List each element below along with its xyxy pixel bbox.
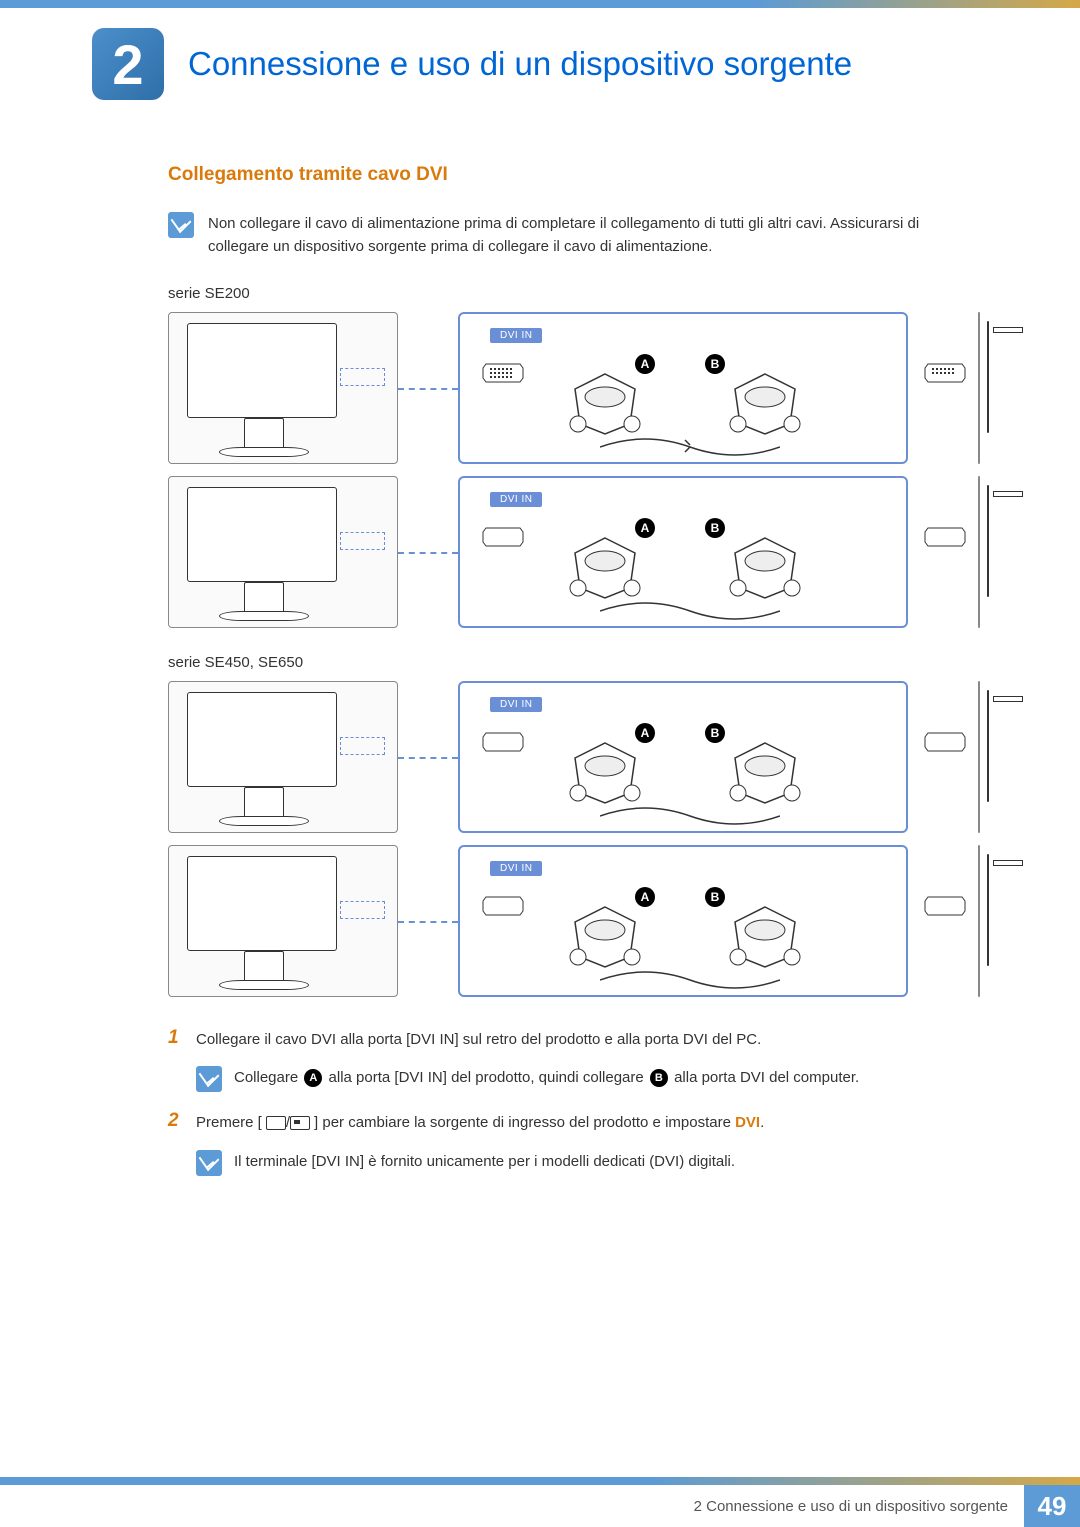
cable-panel: DVI IN A B bbox=[458, 476, 908, 628]
step-number: 2 bbox=[168, 1110, 196, 1132]
step-body: Collegare il cavo DVI alla porta [DVI IN… bbox=[196, 1027, 980, 1093]
dvi-highlight: DVI bbox=[735, 1114, 760, 1131]
step-body: Premere [/] per cambiare la sorgente di … bbox=[196, 1110, 980, 1176]
chapter-number-badge: 2 bbox=[92, 28, 164, 100]
inline-badge-a: A bbox=[304, 1069, 322, 1087]
note-icon bbox=[168, 212, 194, 238]
cable-panel: DVI IN A B bbox=[458, 845, 908, 997]
monitor-illustration bbox=[168, 476, 398, 628]
diagram-group-se200: DVI IN A B DVI IN A B bbox=[168, 312, 980, 628]
diagram-group-se450: DVI IN A B DVI IN A B bbox=[168, 681, 980, 997]
connector-b-icon bbox=[720, 533, 810, 603]
text-fragment: Collegare bbox=[234, 1069, 302, 1086]
dvi-port-icon bbox=[482, 895, 524, 917]
text-fragment: Premere [ bbox=[196, 1114, 262, 1131]
pc-dvi-port-icon bbox=[924, 895, 966, 917]
dashed-connector bbox=[398, 388, 458, 390]
top-gradient-bar bbox=[0, 0, 1080, 8]
step1-subnote: Collegare A alla porta [DVI IN] del prod… bbox=[196, 1066, 980, 1092]
step1-text: Collegare il cavo DVI alla porta [DVI IN… bbox=[196, 1031, 761, 1048]
pc-illustration bbox=[978, 845, 980, 997]
connector-a-icon bbox=[560, 738, 650, 808]
series-se450-label: serie SE450, SE650 bbox=[168, 654, 980, 671]
diagram-row: DVI IN A B bbox=[168, 681, 980, 833]
pc-dvi-port-icon bbox=[924, 362, 966, 384]
step1-sub-text: Collegare A alla porta [DVI IN] del prod… bbox=[234, 1066, 859, 1089]
connector-b-icon bbox=[720, 738, 810, 808]
dvi-port-icon bbox=[482, 731, 524, 753]
diagram-row: DVI IN A B bbox=[168, 845, 980, 997]
dvi-port-icon bbox=[482, 526, 524, 548]
pc-illustration bbox=[978, 476, 980, 628]
series-se200-label: serie SE200 bbox=[168, 285, 980, 302]
pc-illustration bbox=[978, 681, 980, 833]
dvi-port-icon bbox=[482, 362, 524, 384]
badge-b: B bbox=[705, 518, 725, 538]
text-fragment: alla porta DVI del computer. bbox=[670, 1069, 859, 1086]
dvi-in-label: DVI IN bbox=[490, 328, 542, 343]
text-fragment: alla porta [DVI IN] del prodotto, quindi… bbox=[324, 1069, 648, 1086]
dvi-in-label: DVI IN bbox=[490, 492, 542, 507]
chapter-title: Connessione e uso di un dispositivo sorg… bbox=[188, 45, 852, 83]
pc-illustration bbox=[978, 312, 980, 464]
connector-b-icon bbox=[720, 902, 810, 972]
monitor-illustration bbox=[168, 845, 398, 997]
step-number: 1 bbox=[168, 1027, 196, 1049]
cable-panel: DVI IN A B bbox=[458, 312, 908, 464]
intro-note: Non collegare il cavo di alimentazione p… bbox=[168, 212, 980, 259]
badge-a: A bbox=[635, 887, 655, 907]
cable-wave-icon bbox=[600, 438, 780, 456]
dvi-in-label: DVI IN bbox=[490, 697, 542, 712]
cable-wave-icon bbox=[600, 807, 780, 825]
pc-dvi-port-icon bbox=[924, 731, 966, 753]
dvi-in-label: DVI IN bbox=[490, 861, 542, 876]
chapter-header: 2 Connessione e uso di un dispositivo so… bbox=[0, 24, 1080, 104]
cable-wave-icon bbox=[600, 602, 780, 620]
step2-sub-text: Il terminale [DVI IN] è fornito unicamen… bbox=[234, 1150, 735, 1173]
cable-wave-icon bbox=[600, 971, 780, 989]
dashed-connector bbox=[398, 757, 458, 759]
dashed-connector bbox=[398, 552, 458, 554]
diagram-row: DVI IN A B bbox=[168, 312, 980, 464]
text-fragment: ] per cambiare la sorgente di ingresso d… bbox=[314, 1114, 735, 1131]
page-footer: 2 Connessione e uso di un dispositivo so… bbox=[0, 1477, 1080, 1527]
connector-a-icon bbox=[560, 533, 650, 603]
badge-b: B bbox=[705, 723, 725, 743]
badge-a: A bbox=[635, 354, 655, 374]
cable-panel: DVI IN A B bbox=[458, 681, 908, 833]
connector-b-icon bbox=[720, 369, 810, 439]
note-icon bbox=[196, 1150, 222, 1176]
monitor-illustration bbox=[168, 312, 398, 464]
badge-a: A bbox=[635, 518, 655, 538]
page-content: Collegamento tramite cavo DVI Non colleg… bbox=[0, 104, 1080, 1176]
steps-list: 1 Collegare il cavo DVI alla porta [DVI … bbox=[168, 1027, 980, 1176]
note-icon bbox=[196, 1066, 222, 1092]
monitor-illustration bbox=[168, 681, 398, 833]
footer-gradient-bar bbox=[0, 1477, 1080, 1485]
page-number-badge: 49 bbox=[1024, 1485, 1080, 1527]
pc-dvi-port-icon bbox=[924, 526, 966, 548]
badge-b: B bbox=[705, 887, 725, 907]
connector-a-icon bbox=[560, 369, 650, 439]
diagram-row: DVI IN A B bbox=[168, 476, 980, 628]
step-1: 1 Collegare il cavo DVI alla porta [DVI … bbox=[168, 1027, 980, 1093]
section-heading: Collegamento tramite cavo DVI bbox=[168, 164, 980, 186]
inline-badge-b: B bbox=[650, 1069, 668, 1087]
badge-a: A bbox=[635, 723, 655, 743]
footer-chapter-text: 2 Connessione e uso di un dispositivo so… bbox=[694, 1498, 1008, 1515]
connector-a-icon bbox=[560, 902, 650, 972]
badge-b: B bbox=[705, 354, 725, 374]
source-button-icon: / bbox=[266, 1110, 310, 1136]
step-2: 2 Premere [/] per cambiare la sorgente d… bbox=[168, 1110, 980, 1176]
dashed-connector bbox=[398, 921, 458, 923]
intro-note-text: Non collegare il cavo di alimentazione p… bbox=[208, 212, 980, 259]
step2-subnote: Il terminale [DVI IN] è fornito unicamen… bbox=[196, 1150, 980, 1176]
text-fragment: . bbox=[760, 1114, 764, 1131]
